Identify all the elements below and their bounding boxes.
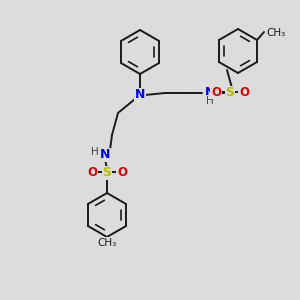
Text: H: H	[91, 147, 99, 157]
Text: S: S	[103, 167, 112, 179]
Text: N: N	[135, 88, 145, 101]
Text: O: O	[117, 166, 127, 178]
Text: O: O	[211, 85, 221, 98]
Text: CH₃: CH₃	[266, 28, 285, 38]
Text: CH₃: CH₃	[98, 238, 117, 248]
Text: N: N	[205, 86, 215, 100]
Text: O: O	[87, 166, 97, 178]
Text: O: O	[239, 85, 249, 98]
Text: N: N	[100, 148, 110, 161]
Text: S: S	[226, 86, 235, 100]
Text: H: H	[206, 96, 214, 106]
